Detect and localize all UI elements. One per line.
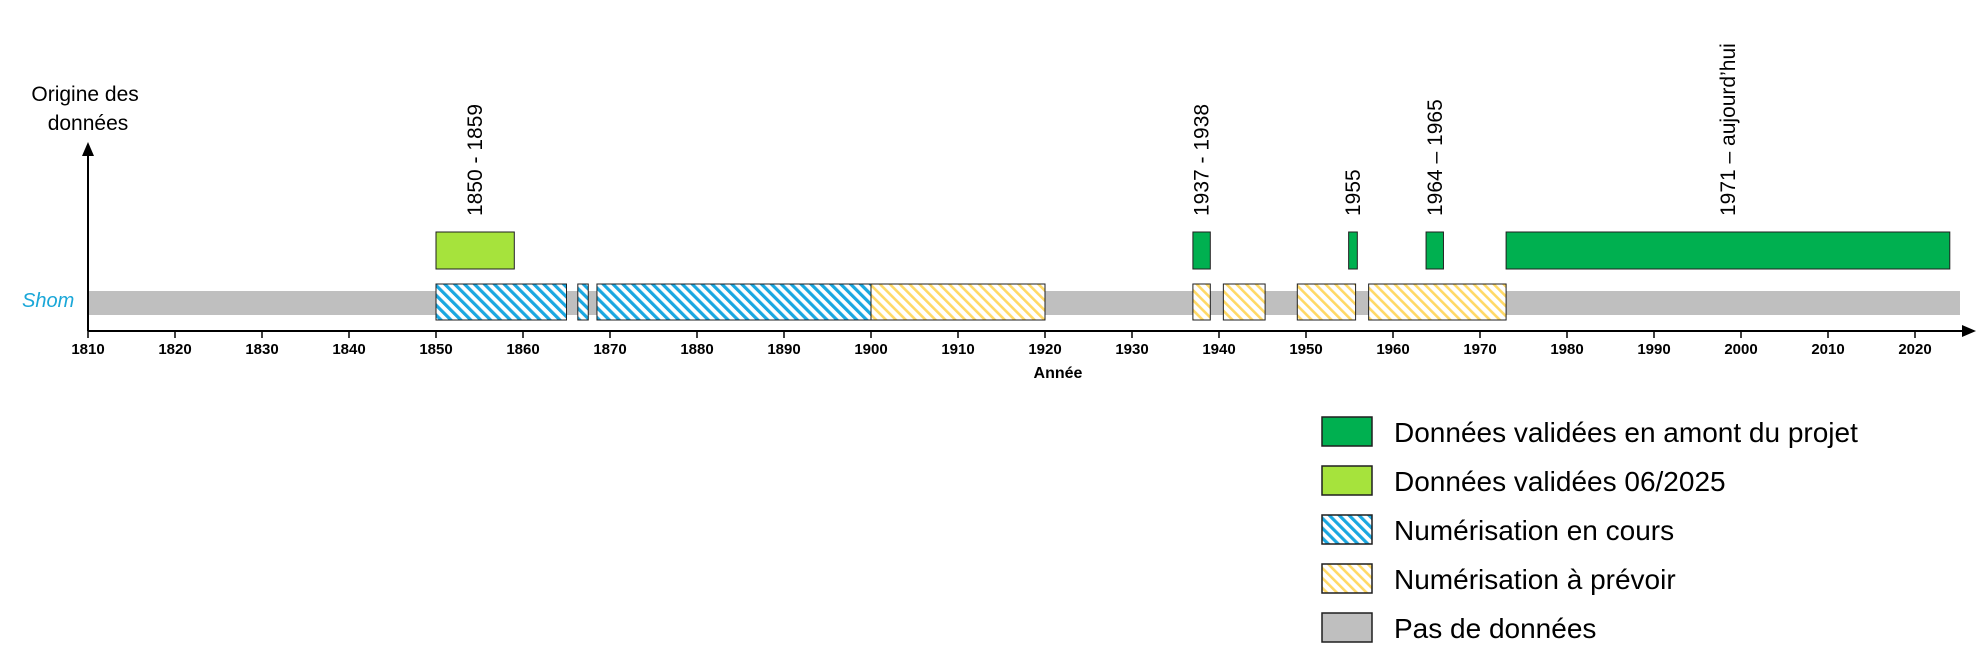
legend-swatch-no-data — [1321, 612, 1373, 643]
legend-label-digitizing: Numérisation en cours — [1394, 515, 1674, 546]
tick-label-1900: 1900 — [854, 341, 887, 358]
period-label-3: 1964 – 1965 — [1424, 99, 1447, 216]
tick-label-1960: 1960 — [1376, 341, 1409, 358]
tick-label-1840: 1840 — [332, 341, 365, 358]
legend-swatch-to-digitize — [1321, 563, 1373, 594]
y-axis-title-line-2: données — [48, 112, 129, 135]
tick-label-1920: 1920 — [1028, 341, 1061, 358]
tick-label-2000: 2000 — [1724, 341, 1757, 358]
segment-to-digitize-6 — [1296, 283, 1357, 321]
tick-label-1990: 1990 — [1637, 341, 1670, 358]
x-axis-arrow — [1962, 325, 1976, 337]
validated-block-1 — [1192, 231, 1211, 270]
y-axis-arrow — [82, 142, 94, 156]
validated-block-2 — [1348, 231, 1358, 270]
series-label-shom: Shom — [22, 290, 74, 312]
segment-digitizing-1 — [577, 283, 589, 321]
segment-to-digitize-5 — [1222, 283, 1266, 321]
tick-label-1910: 1910 — [941, 341, 974, 358]
tick-label-1830: 1830 — [245, 341, 278, 358]
tick-label-1970: 1970 — [1463, 341, 1496, 358]
tick-label-1860: 1860 — [506, 341, 539, 358]
segment-to-digitize-7 — [1368, 283, 1507, 321]
validated-block-3 — [1425, 231, 1444, 270]
tick-label-1890: 1890 — [767, 341, 800, 358]
tick-label-1980: 1980 — [1550, 341, 1583, 358]
tick-label-2010: 2010 — [1811, 341, 1844, 358]
segment-to-digitize-4 — [1192, 283, 1211, 321]
x-ticks: 1810 1820 1830 1840 1850 1860 1870 1880 1890 1900… — [71, 331, 1932, 358]
tick-label-1880: 1880 — [680, 341, 713, 358]
y-axis-title: Origine des données — [31, 83, 144, 135]
legend-label-to-digitize: Numérisation à prévoir — [1394, 564, 1676, 595]
tick-label-1940: 1940 — [1202, 341, 1235, 358]
period-label-2: 1955 — [1342, 169, 1365, 216]
y-axis-title-line-1: Origine des — [31, 83, 138, 106]
tick-label-1930: 1930 — [1115, 341, 1148, 358]
x-axis-title: Année — [1034, 365, 1083, 382]
tick-label-1810: 1810 — [71, 341, 104, 358]
tick-label-1950: 1950 — [1289, 341, 1322, 358]
tick-label-1870: 1870 — [593, 341, 626, 358]
lower-segments — [435, 283, 1507, 321]
period-label-0: 1850 - 1859 — [464, 104, 487, 216]
period-label-1: 1937 - 1938 — [1191, 104, 1214, 216]
legend-label-no-data: Pas de données — [1394, 613, 1596, 644]
segment-digitizing-2 — [596, 283, 872, 321]
validated-block-4 — [1505, 231, 1951, 270]
validated-block-0 — [435, 231, 515, 270]
legend-label-validated-2025: Données validées 06/2025 — [1394, 466, 1726, 497]
tick-label-1850: 1850 — [419, 341, 452, 358]
legend-swatch-digitizing — [1321, 514, 1373, 545]
legend-label-validated-before: Données validées en amont du projet — [1394, 417, 1858, 448]
legend-swatch-validated-2025 — [1321, 465, 1373, 496]
tick-label-2020: 2020 — [1898, 341, 1931, 358]
legend-swatch-validated-before — [1321, 416, 1373, 447]
upper-segments: 1850 - 1859 1937 - 1938 1955 1964 – 1965 197… — [435, 43, 1951, 270]
segment-digitizing-0 — [435, 283, 567, 321]
legend: Données validées en amont du projet Donné… — [1321, 416, 1858, 644]
tick-label-1820: 1820 — [158, 341, 191, 358]
period-label-4: 1971 – aujourd’hui — [1717, 43, 1740, 216]
segment-to-digitize-3 — [870, 283, 1046, 321]
